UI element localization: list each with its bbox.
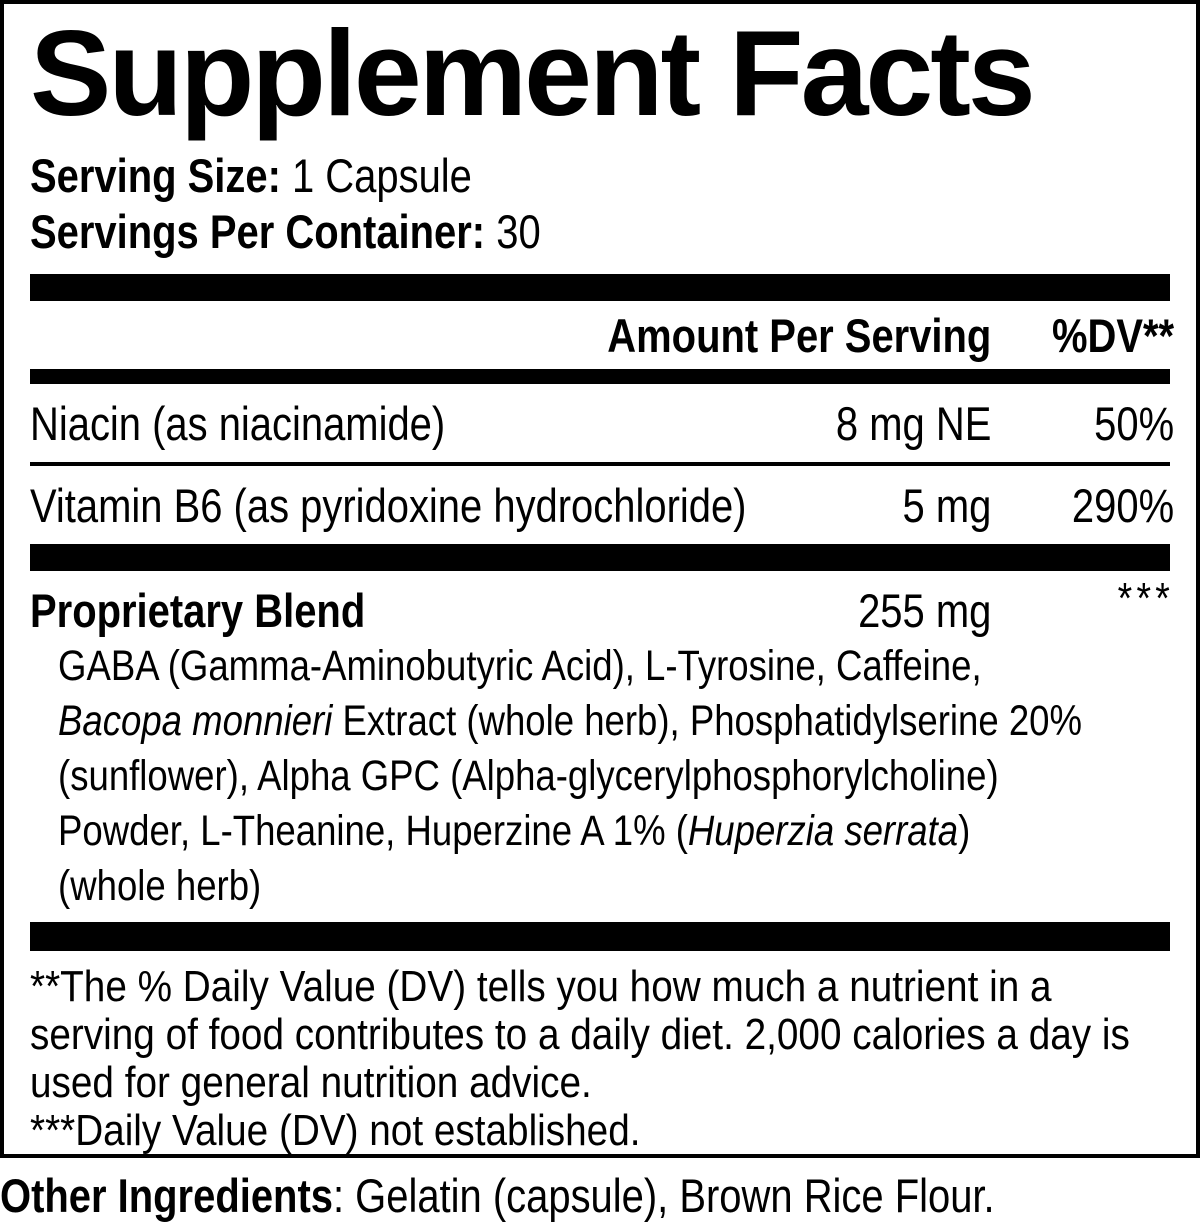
row-divider-rule [30, 461, 1170, 466]
panel-title: Supplement Facts [30, 5, 1036, 141]
serving-info: Serving Size: 1 Capsule Servings Per Con… [30, 148, 1174, 260]
nutrient-amount: 5 mg [902, 478, 992, 532]
proprietary-blend-wrap: Proprietary Blend 255 mg *** GABA (Gamma… [30, 571, 1174, 914]
blend-description: GABA (Gamma-Aminobutyric Acid), L-Tyrosi… [30, 639, 1174, 914]
separator-bar-thick-middle [30, 543, 1170, 571]
servings-per-container-line: Servings Per Container: 30 [30, 204, 1174, 260]
footnotes: **The % Daily Value (DV) tells you how m… [30, 951, 1174, 1155]
nutrient-amount: 8 mg NE [835, 396, 992, 450]
daily-value-footnote: **The % Daily Value (DV) tells you how m… [30, 961, 1130, 1107]
blend-dv-asterisks: *** [1117, 573, 1175, 623]
servings-per-container-value: 30 [496, 204, 541, 258]
servings-per-container-label: Servings Per Container: [30, 204, 486, 258]
blend-description-line: (sunflower), Alpha GPC (Alpha-glycerylph… [58, 751, 999, 800]
separator-bar-thick-top [30, 273, 1170, 301]
nutrient-dv: 290% [1071, 478, 1175, 532]
blend-description-line: (whole herb) [58, 861, 262, 910]
proprietary-blend-row: Proprietary Blend 255 mg *** [30, 571, 1174, 639]
blend-description-line: Bacopa monnieri Extract (whole herb), Ph… [58, 696, 1083, 745]
blend-description-line: GABA (Gamma-Aminobutyric Acid), L-Tyrosi… [58, 641, 982, 690]
table-row: Vitamin B6 (as pyridoxine hydrochloride)… [30, 466, 1174, 544]
nutrient-dv: 50% [1094, 396, 1175, 450]
other-ingredients-label: Other Ingredients [0, 1169, 333, 1222]
serving-size-line: Serving Size: 1 Capsule [30, 148, 1174, 204]
row-vitamin-b6-wrap: Vitamin B6 (as pyridoxine hydrochloride)… [30, 466, 1174, 544]
nutrient-name: Niacin (as niacinamide) [30, 396, 446, 450]
dv-not-established-footnote: ***Daily Value (DV) not established. [30, 1105, 641, 1155]
blend-description-line: Powder, L-Theanine, Huperzine A 1% (Hupe… [58, 806, 971, 855]
other-ingredients-value: : Gelatin (capsule), Brown Rice Flour. [332, 1169, 995, 1222]
amount-per-serving-header: Amount Per Serving [607, 308, 992, 362]
separator-bar-medium [30, 368, 1170, 384]
table-row: Niacin (as niacinamide) 8 mg NE 50% [30, 384, 1174, 462]
percent-dv-header: %DV** [1051, 308, 1175, 362]
serving-size-label: Serving Size: [30, 148, 281, 202]
serving-size-value: 1 Capsule [291, 148, 472, 202]
table-header-wrap: Amount Per Serving %DV** [30, 301, 1174, 369]
separator-bar-thick-bottom [30, 921, 1170, 951]
nutrient-name: Vitamin B6 (as pyridoxine hydrochloride) [30, 478, 747, 532]
supplement-facts-panel: Supplement Facts Serving Size: 1 Capsule… [0, 0, 1200, 1158]
row-niacin-wrap: Niacin (as niacinamide) 8 mg NE 50% [30, 384, 1174, 462]
other-ingredients-line: Other Ingredients: Gelatin (capsule), Br… [0, 1168, 1200, 1224]
blend-name: Proprietary Blend [30, 583, 366, 637]
blend-amount: 255 mg [858, 583, 992, 637]
table-header-row: Amount Per Serving %DV** [30, 301, 1174, 369]
